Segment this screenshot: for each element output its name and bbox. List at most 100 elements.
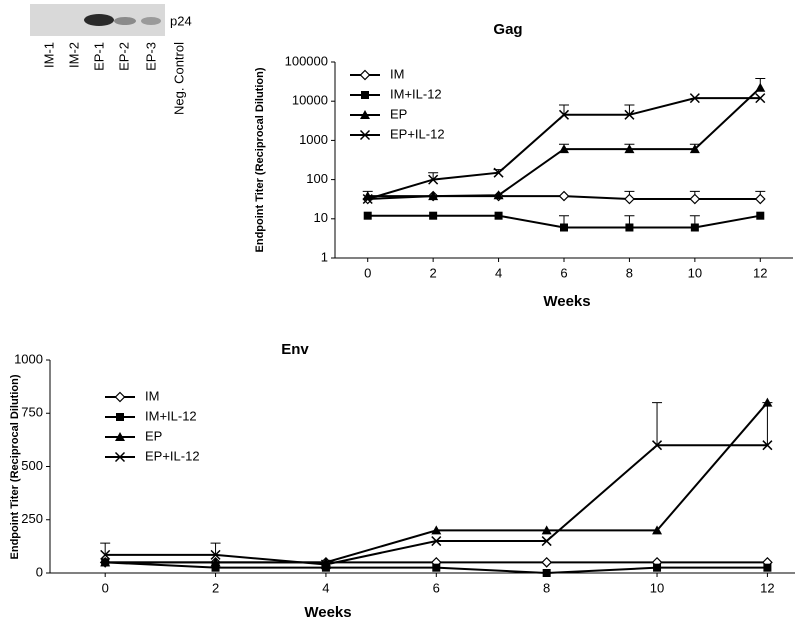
legend-marker — [114, 451, 126, 463]
marker — [541, 536, 552, 547]
marker — [689, 193, 701, 205]
marker — [493, 190, 504, 200]
x-tick-label: 0 — [102, 580, 109, 595]
x-axis-label: Weeks — [543, 293, 590, 310]
x-tick-label: 8 — [543, 580, 550, 595]
legend-label: EP+IL-12 — [390, 126, 445, 141]
y-tick-label: 500 — [21, 458, 43, 473]
blot-label: p24 — [170, 13, 192, 28]
lane-label: IM-2 — [66, 42, 81, 68]
y-tick-label: 750 — [21, 405, 43, 420]
marker — [558, 190, 570, 202]
error-bar — [428, 172, 439, 180]
x-tick-label: 8 — [626, 265, 633, 280]
y-tick-label: 1000 — [299, 132, 328, 147]
legend-label: IM — [390, 66, 404, 81]
marker — [321, 563, 330, 572]
chart-title: Gag — [493, 21, 522, 38]
legend-label: EP+IL-12 — [145, 448, 200, 463]
marker — [653, 563, 662, 572]
marker — [624, 109, 635, 120]
legend-marker — [360, 110, 370, 119]
x-axis-label: Weeks — [304, 604, 351, 621]
marker — [560, 223, 568, 232]
chart-title: Env — [281, 341, 309, 358]
marker — [762, 440, 773, 451]
legend-marker — [361, 91, 369, 99]
error-bar — [100, 542, 111, 555]
marker — [320, 559, 331, 570]
error-bar — [762, 402, 773, 446]
marker — [559, 144, 569, 154]
y-tick-label: 1 — [321, 249, 328, 264]
lane-label: EP-2 — [116, 42, 131, 71]
x-tick-label: 12 — [760, 580, 774, 595]
marker — [363, 211, 372, 220]
x-tick-label: 4 — [495, 265, 502, 280]
legend-label: EP — [145, 428, 162, 443]
marker — [493, 167, 504, 178]
marker — [211, 563, 220, 572]
error-bar — [652, 402, 663, 446]
legend-marker — [115, 432, 125, 441]
error-bar — [210, 542, 221, 555]
x-tick-label: 10 — [688, 265, 702, 280]
y-tick-label: 250 — [21, 511, 43, 526]
legend-label: IM — [145, 388, 159, 403]
legend-marker — [359, 69, 371, 81]
marker — [652, 440, 663, 451]
x-tick-label: 6 — [560, 265, 567, 280]
marker — [432, 563, 441, 572]
chart: Env Weeks Endpoint Titer (Reciprocal Dilut… — [9, 341, 795, 621]
x-tick-label: 2 — [212, 580, 219, 595]
marker — [754, 193, 766, 205]
x-tick-label: 2 — [430, 265, 437, 280]
marker — [210, 557, 221, 567]
legend-label: EP — [390, 106, 407, 121]
legend-marker — [116, 413, 124, 421]
marker — [428, 191, 439, 201]
y-tick-label: 0 — [36, 564, 43, 579]
legend-marker — [359, 129, 371, 141]
y-tick-label: 1000 — [14, 351, 43, 366]
marker — [100, 557, 111, 567]
x-tick-label: 0 — [364, 265, 371, 280]
y-axis-label: Endpoint Titer (Reciprocal Dilution) — [254, 67, 266, 252]
marker — [689, 144, 700, 154]
legend-label: IM+IL-12 — [390, 86, 442, 101]
marker — [558, 109, 570, 120]
marker — [652, 525, 663, 535]
western-blot: p24 — [30, 4, 192, 36]
marker — [210, 549, 221, 560]
marker — [755, 93, 766, 104]
legend-label: IM+IL-12 — [145, 408, 197, 423]
error-bar — [559, 104, 569, 115]
lane-label: Neg. Control — [171, 42, 186, 115]
y-tick-label: 100 — [306, 171, 328, 186]
marker — [755, 82, 766, 92]
series-line — [105, 444, 768, 566]
x-tick-label: 10 — [650, 580, 664, 595]
marker — [625, 223, 634, 232]
lane-label: EP-1 — [91, 42, 106, 71]
marker — [431, 536, 442, 547]
y-tick-label: 10 — [314, 210, 328, 225]
marker — [431, 525, 442, 535]
y-tick-label: 10000 — [292, 93, 328, 108]
x-tick-label: 6 — [433, 580, 440, 595]
lane-label: EP-3 — [143, 42, 158, 71]
blot-band — [114, 17, 136, 25]
marker — [100, 549, 111, 560]
y-axis-label: Endpoint Titer (Reciprocal Dilution) — [9, 374, 21, 559]
marker — [763, 563, 772, 572]
error-bar — [624, 104, 635, 115]
series-line — [367, 87, 761, 198]
marker — [428, 174, 439, 185]
blot-band — [84, 14, 114, 26]
marker — [541, 525, 552, 535]
marker — [690, 223, 699, 232]
x-tick-label: 4 — [322, 580, 329, 595]
chart: Gag Weeks Endpoint Titer (Reciprocal Dilut… — [254, 21, 793, 310]
blot-band — [141, 17, 161, 25]
